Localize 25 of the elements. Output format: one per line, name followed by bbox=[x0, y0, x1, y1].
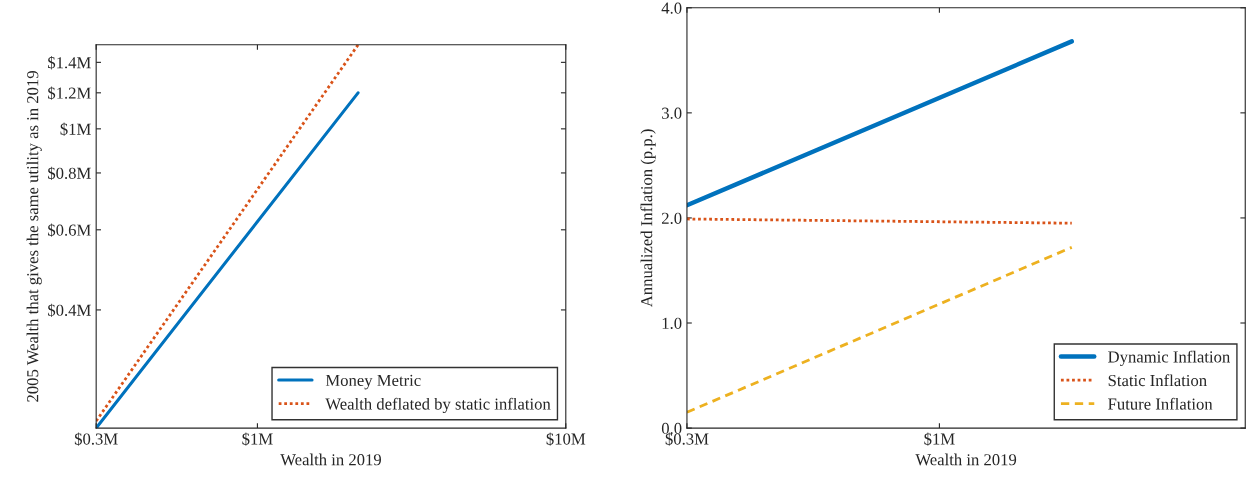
legend-label: Future Inflation bbox=[1108, 397, 1213, 410]
x-tick-label: $10M bbox=[546, 432, 586, 446]
y-tick-label: 4.0 bbox=[661, 2, 682, 14]
legend-label: Money Metric bbox=[325, 374, 421, 390]
x-tick-label: $0.3M bbox=[665, 432, 709, 446]
x-tick-label: $0.3M bbox=[74, 432, 118, 446]
legend-label: Dynamic Inflation bbox=[1108, 350, 1230, 366]
legend-label: Static Inflation bbox=[1108, 374, 1207, 387]
y-axis-title: Annualized Inflation (p.p.) bbox=[640, 129, 656, 308]
y-tick-label: 1.0 bbox=[662, 317, 682, 330]
x-tick-label: $1M bbox=[924, 432, 955, 446]
x-axis-title: Wealth in 2019 bbox=[280, 453, 382, 466]
x-tick-label: $1M bbox=[242, 432, 273, 446]
y-tick-label: 0.0 bbox=[661, 422, 682, 435]
x-axis-title: Wealth in 2019 bbox=[915, 453, 1017, 466]
y-tick-label: $1.2M bbox=[48, 86, 91, 100]
y-tick-label: $1M bbox=[60, 122, 91, 136]
y-axis-title: 2005 Wealth that gives the same utility as in 2019 bbox=[26, 71, 42, 402]
y-tick-label: $0.4M bbox=[48, 303, 91, 317]
y-tick-label: $1.4M bbox=[48, 56, 91, 70]
y-tick-label: $0.8M bbox=[48, 166, 91, 180]
y-tick-label: 2.0 bbox=[661, 212, 682, 224]
y-tick-label: $0.6M bbox=[48, 223, 91, 237]
legend-label: Wealth deflated by static inflation bbox=[325, 397, 551, 414]
y-tick-label: 3.0 bbox=[662, 107, 682, 119]
